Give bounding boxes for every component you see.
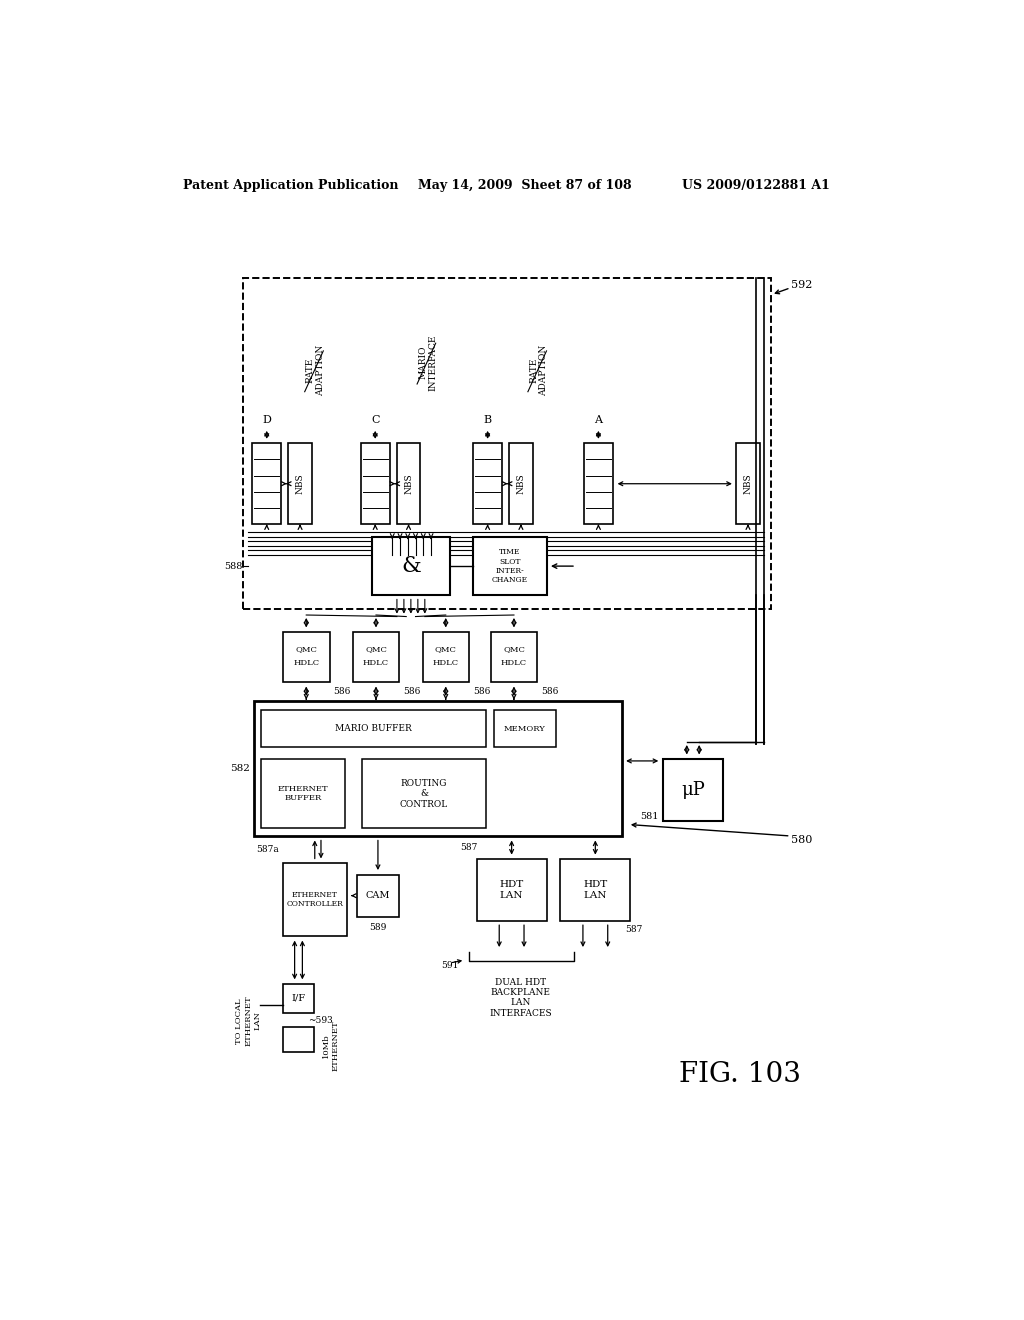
Bar [584,444,613,524]
Bar [477,859,547,921]
Bar [473,444,503,524]
Text: ~593: ~593 [308,1016,333,1026]
Text: RATE
ADAPTION: RATE ADAPTION [529,345,549,396]
Text: CAM: CAM [366,891,390,900]
Text: May 14, 2009  Sheet 87 of 108: May 14, 2009 Sheet 87 of 108 [418,178,632,191]
Bar [283,1027,314,1052]
Bar [494,710,556,747]
Text: 581: 581 [640,812,658,821]
Text: μP: μP [681,781,705,799]
Bar [736,444,760,524]
Text: 591: 591 [441,961,459,970]
Text: MARIO BUFFER: MARIO BUFFER [335,725,412,734]
Text: Patent Application Publication: Patent Application Publication [183,178,398,191]
Bar [397,444,420,524]
Bar [473,537,547,595]
Text: 588: 588 [224,561,243,570]
Text: ROUTING
&
CONTROL: ROUTING & CONTROL [400,779,449,809]
Text: US 2009/0122881 A1: US 2009/0122881 A1 [682,178,829,191]
Bar [372,537,450,595]
Text: RATE
ADAPTION: RATE ADAPTION [306,345,326,396]
Bar [352,632,399,682]
Text: QMC: QMC [366,645,387,653]
Text: 587: 587 [626,925,643,935]
Text: HDLC: HDLC [501,659,527,667]
Text: HDLC: HDLC [433,659,459,667]
Text: DUAL HDT
BACKPLANE
LAN
INTERFACES: DUAL HDT BACKPLANE LAN INTERFACES [489,978,552,1018]
Text: NBS: NBS [743,474,753,494]
Text: 586: 586 [473,686,490,696]
Bar [560,859,630,921]
Text: NBS: NBS [404,474,413,494]
Bar [261,710,486,747]
Bar [362,759,486,829]
Text: HDT
LAN: HDT LAN [500,880,523,900]
Text: 10Mb
ETHERNET: 10Mb ETHERNET [323,1020,340,1071]
Text: 592: 592 [791,280,812,290]
Bar [356,874,399,917]
Bar [289,444,311,524]
Bar [360,444,390,524]
Text: 586: 586 [541,686,558,696]
Text: NBS: NBS [296,474,304,494]
Text: 587a: 587a [256,845,280,854]
Text: MARIO
INTERFACE: MARIO INTERFACE [418,334,437,391]
Text: A: A [594,416,602,425]
Text: ETHERNET
BUFFER: ETHERNET BUFFER [278,785,329,803]
Text: 587: 587 [461,843,477,851]
Text: HDT
LAN: HDT LAN [584,880,607,900]
Text: QMC: QMC [295,645,317,653]
Bar [283,863,346,936]
Text: 586: 586 [333,686,350,696]
Text: QMC: QMC [503,645,525,653]
Bar [243,277,771,609]
Text: I/F: I/F [292,994,305,1003]
Text: &: & [401,556,421,577]
Bar [490,632,538,682]
Text: HDLC: HDLC [362,659,389,667]
Text: 589: 589 [370,923,387,932]
Bar [423,632,469,682]
Text: FIG. 103: FIG. 103 [679,1061,801,1088]
Bar [261,759,345,829]
Text: MEMORY: MEMORY [504,725,546,733]
Bar [509,444,532,524]
Text: HDLC: HDLC [293,659,319,667]
Text: TO LOCAL
ETHERNET
LAN: TO LOCAL ETHERNET LAN [234,995,261,1047]
Text: D: D [262,416,271,425]
Bar [252,444,282,524]
Bar [254,701,622,836]
Text: NBS: NBS [516,474,525,494]
Text: QMC: QMC [435,645,457,653]
Text: 580: 580 [791,834,812,845]
Bar [283,632,330,682]
Text: TIME
SLOT
INTER-
CHANGE: TIME SLOT INTER- CHANGE [492,548,527,583]
Text: 586: 586 [403,686,420,696]
Text: ETHERNET
CONTROLLER: ETHERNET CONTROLLER [287,891,343,908]
Text: C: C [371,416,380,425]
Text: B: B [483,416,492,425]
Bar [663,759,723,821]
Bar [283,983,314,1014]
Text: 582: 582 [229,764,250,774]
